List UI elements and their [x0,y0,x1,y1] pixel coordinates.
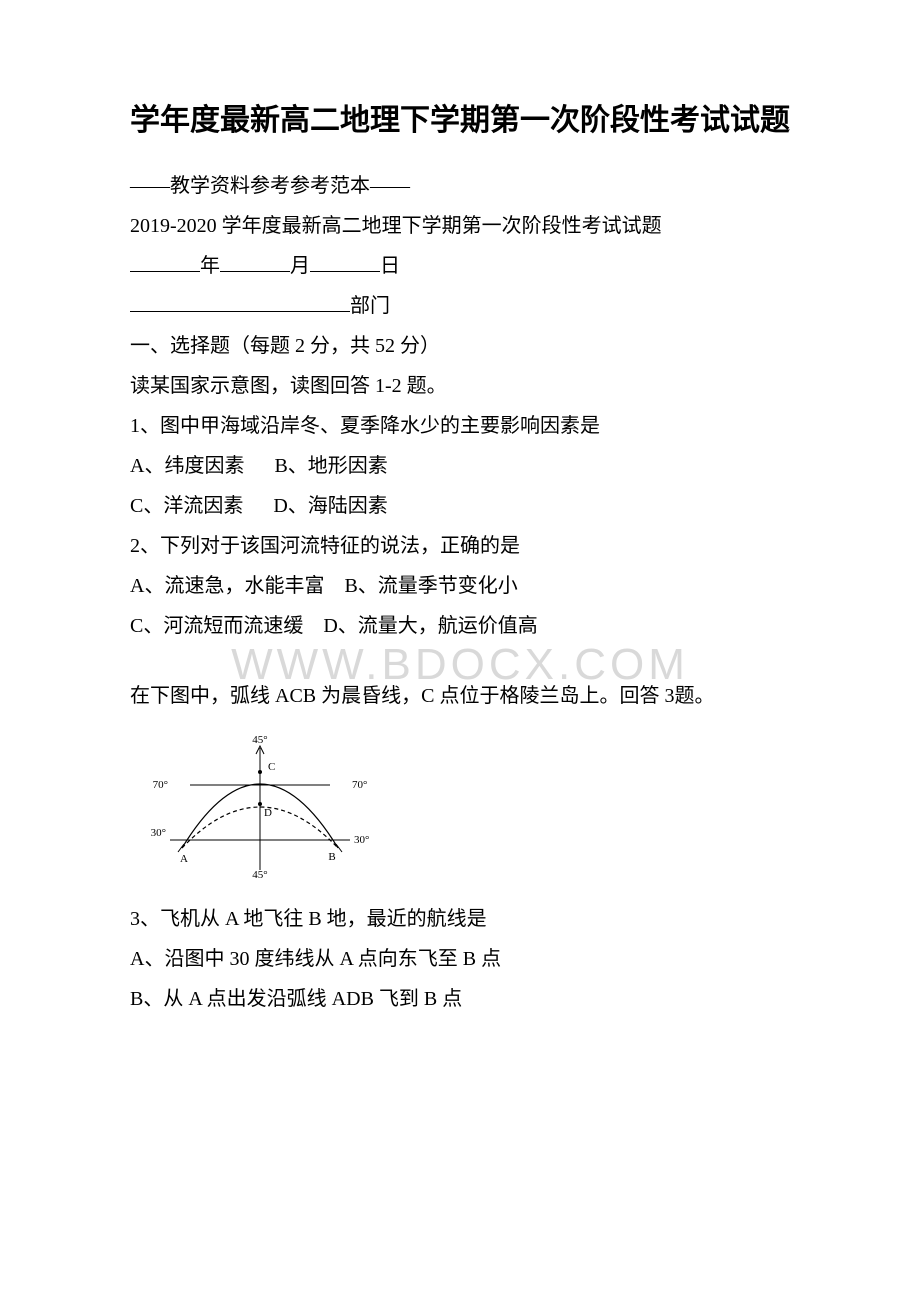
label-dept: 部门 [350,295,390,317]
diagram-label-d: D [264,807,272,819]
q2-options-row1: A、流速急，水能丰富 B、流量季节变化小 [90,566,830,606]
q1-opt-b: B、地形因素 [274,455,387,477]
dept-line: 部门 [90,286,830,326]
q2-opt-a: A、流速急，水能丰富 [130,575,324,597]
diagram-label-c: C [268,761,275,773]
q2-options-row2: C、河流短而流速缓 D、流量大，航运价值高 [90,606,830,646]
diagram-label-r70: 70° [352,779,367,791]
date-line: 年月日 [90,246,830,286]
q1-opt-d: D、海陆因素 [273,495,387,517]
q2-opt-c: C、河流短而流速缓 [130,615,303,637]
q1-stem: 1、图中甲海域沿岸冬、夏季降水少的主要影响因素是 [90,406,830,446]
blank-year [130,252,200,272]
diagram-label-b: B [328,851,335,863]
q2-opt-d: D、流量大，航运价值高 [323,615,537,637]
intro-q3: 在下图中，弧线 ACB 为晨昏线，C 点位于格陵兰岛上。回答 3题。 [90,676,830,716]
diagram-label-a: A [180,853,188,865]
blank-day [310,252,380,272]
subtitle: 2019-2020 学年度最新高二地理下学期第一次阶段性考试试题 [90,206,830,246]
label-year: 年 [200,255,220,277]
q3-stem: 3、飞机从 A 地飞往 B 地，最近的航线是 [90,899,830,939]
label-day: 日 [380,255,400,277]
diagram-label-l30: 30° [151,827,166,839]
header-note: ——教学资料参考参考范本—— [90,166,830,206]
q1-options-row2: C、洋流因素 D、海陆因素 [90,486,830,526]
q2-opt-b: B、流量季节变化小 [344,575,517,597]
q3-opt-b: B、从 A 点出发沿弧线 ADB 飞到 B 点 [90,979,830,1019]
q1-opt-a: A、纬度因素 [130,455,244,477]
diagram-label-bottom: 45° [252,869,267,880]
diagram-label-top: 45° [252,734,267,746]
page-title: 学年度最新高二地理下学期第一次阶段性考试试题 [90,100,830,142]
diagram-svg: 45° C D 70° 70° 30° 30° A B 45° [150,730,370,880]
q2-stem: 2、下列对于该国河流特征的说法，正确的是 [90,526,830,566]
terminator-diagram: 45° C D 70° 70° 30° 30° A B 45° [150,730,830,885]
q1-opt-c: C、洋流因素 [130,495,243,517]
q3-opt-a: A、沿图中 30 度纬线从 A 点向东飞至 B 点 [90,939,830,979]
diagram-label-l70: 70° [153,779,168,791]
q1-options-row1: A、纬度因素 B、地形因素 [90,446,830,486]
diagram-label-r30: 30° [354,834,369,846]
label-month: 月 [290,255,310,277]
intro-q1-2: 读某国家示意图，读图回答 1-2 题。 [90,366,830,406]
section-1-header: 一、选择题（每题 2 分，共 52 分） [90,326,830,366]
blank-dept [130,292,350,312]
blank-month [220,252,290,272]
